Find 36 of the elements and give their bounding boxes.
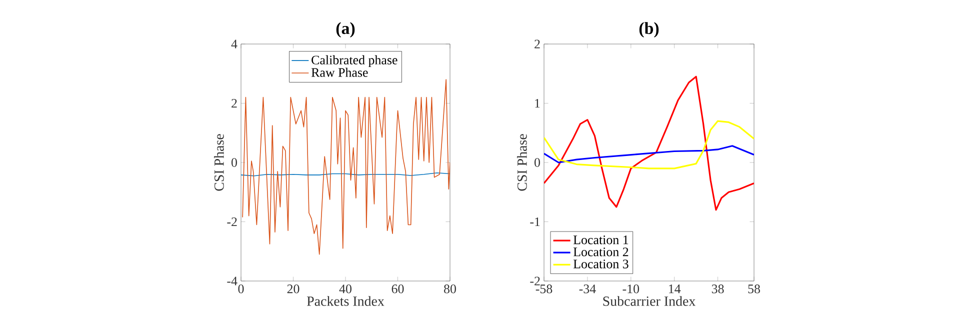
x-tick-label: 80 bbox=[444, 284, 456, 294]
x-tick-label: 20 bbox=[287, 284, 300, 294]
legend-label: Location 3 bbox=[573, 260, 628, 268]
legend-label: Location 1 bbox=[573, 236, 628, 244]
y-tick-label: 1 bbox=[535, 98, 540, 108]
y-tick-label: -2 bbox=[227, 217, 237, 226]
y-axis-title: CSI Phase bbox=[517, 134, 527, 191]
y-tick-label: 0 bbox=[232, 158, 237, 167]
x-axis-title: Packets Index bbox=[306, 296, 384, 306]
x-tick-label: 0 bbox=[238, 284, 244, 294]
legend-label: Location 2 bbox=[573, 248, 628, 256]
line-series bbox=[544, 76, 754, 211]
line-series bbox=[544, 145, 754, 164]
x-tick-label: 60 bbox=[392, 284, 404, 294]
legend-label: Raw Phase bbox=[311, 68, 368, 77]
y-tick-label: 4 bbox=[231, 40, 238, 48]
chart-title: (a) bbox=[336, 22, 355, 38]
line-series bbox=[242, 79, 450, 255]
y-axis-title: CSI Phase bbox=[214, 134, 224, 191]
y-tick-label: -4 bbox=[227, 276, 238, 286]
x-axis-title: Subcarrier Index bbox=[603, 296, 696, 306]
x-tick-label: 14 bbox=[669, 284, 681, 294]
y-tick-label: -1 bbox=[530, 217, 540, 226]
line-series bbox=[544, 120, 754, 170]
y-tick-label: 0 bbox=[534, 158, 540, 167]
chart-title: (b) bbox=[639, 22, 659, 38]
x-tick-label: -58 bbox=[536, 284, 552, 294]
x-tick-label: 38 bbox=[712, 284, 724, 294]
y-tick-label: 2 bbox=[232, 98, 237, 108]
x-tick-label: -10 bbox=[622, 284, 640, 294]
y-tick-label: 2 bbox=[534, 40, 540, 48]
y-tick-label: -2 bbox=[530, 276, 540, 286]
legend-label: Calibrated phase bbox=[312, 55, 398, 68]
x-tick-label: 40 bbox=[339, 284, 352, 294]
x-tick-label: 58 bbox=[748, 284, 760, 294]
x-tick-label: -34 bbox=[579, 284, 596, 294]
